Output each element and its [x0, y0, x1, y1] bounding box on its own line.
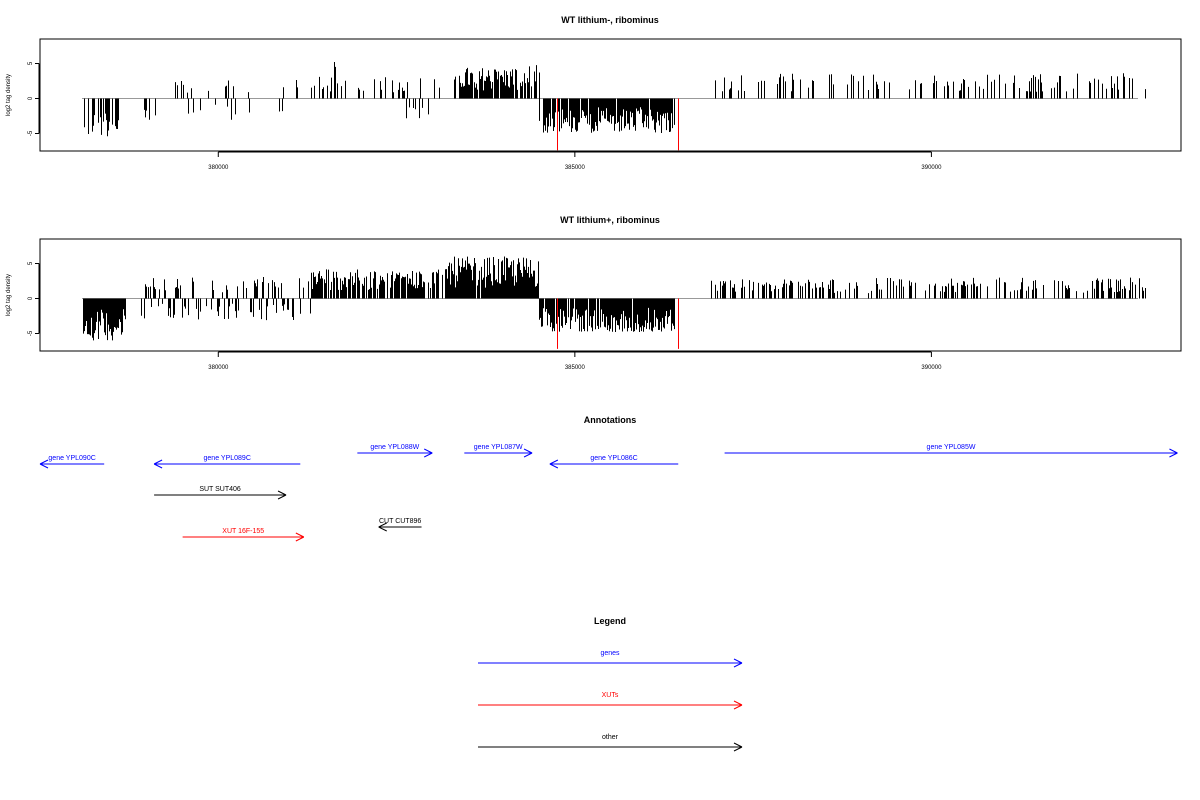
y-tick-label: -5	[28, 330, 34, 336]
legend-arrow: XUTs	[478, 692, 743, 710]
legend-label: XUTs	[602, 692, 619, 699]
plot-frame	[39, 238, 1182, 352]
x-tick-label: 390000	[921, 365, 942, 371]
annotation-arrow: gene YPL088W	[357, 444, 433, 458]
x-axis: 380000 385000 390000	[208, 151, 942, 171]
annotation-label: SUT SUT406	[199, 486, 241, 493]
annotation-items: gene YPL090C gene YPL089C gene YPL088W gene…	[39, 444, 1178, 542]
annotation-label: gene YPL087W	[474, 444, 523, 451]
x-tick-label: 385000	[565, 165, 586, 171]
x-tick-label: 385000	[565, 365, 586, 371]
plot-frame	[39, 38, 1182, 152]
legend-title: Legend	[594, 616, 626, 626]
panel-lithium-plus: WT lithium+, ribominus log2 tag density …	[6, 215, 1182, 371]
legend: Legend genes XUTs other	[478, 616, 743, 752]
y-axis-label: log2 tag density	[6, 274, 12, 316]
annotation-label: gene YPL086C	[590, 455, 637, 462]
panel-title: WT lithium+, ribominus	[560, 215, 660, 225]
panel-title: WT lithium-, ribominus	[561, 15, 659, 25]
x-tick-label: 390000	[921, 165, 942, 171]
legend-label: other	[602, 734, 619, 741]
annotation-arrow: XUT 16F-155	[182, 528, 305, 542]
annotations-title: Annotations	[584, 415, 637, 425]
y-tick-label: 5	[28, 261, 34, 265]
annotation-arrow: SUT SUT406	[154, 486, 287, 500]
annotations-track: Annotations gene YPL090C gene YPL089Cgene…	[39, 415, 1178, 542]
density-bars	[84, 61, 1146, 151]
y-axis-label: log2 tag density	[6, 74, 12, 116]
y-tick-label: 0	[28, 96, 34, 100]
annotation-arrow: gene YPL087W	[464, 444, 533, 458]
x-tick-label: 380000	[208, 165, 229, 171]
annotation-label: gene YPL085W	[927, 444, 976, 451]
y-tick-label: 0	[28, 296, 34, 300]
y-axis: -5 0 5	[28, 61, 40, 136]
annotation-arrow: CUT CUT896	[378, 518, 422, 532]
legend-arrow: other	[478, 734, 743, 752]
annotation-label: gene YPL088W	[370, 444, 419, 451]
annotation-arrow: gene YPL089C	[153, 455, 301, 469]
legend-arrow: genes	[478, 650, 743, 668]
x-axis: 380000 385000 390000	[208, 351, 942, 371]
y-tick-label: 5	[28, 61, 34, 65]
annotation-arrow: gene YPL085W	[724, 444, 1178, 458]
annotation-arrow: gene YPL090C	[39, 455, 105, 469]
panel-lithium-minus: WT lithium-, ribominus log2 tag density …	[6, 15, 1182, 171]
annotation-arrow: gene YPL086C	[549, 455, 679, 469]
x-tick-label: 380000	[208, 365, 229, 371]
annotation-label: gene YPL090C	[48, 455, 95, 462]
y-tick-label: -5	[28, 130, 34, 136]
y-axis: -5 0 5	[28, 261, 40, 336]
density-bars	[83, 256, 1146, 349]
annotation-label: gene YPL089C	[204, 455, 251, 462]
legend-items: genes XUTs other	[478, 650, 743, 752]
annotation-label: CUT CUT896	[379, 518, 421, 525]
annotation-label: XUT 16F-155	[222, 528, 264, 535]
legend-label: genes	[600, 650, 620, 657]
